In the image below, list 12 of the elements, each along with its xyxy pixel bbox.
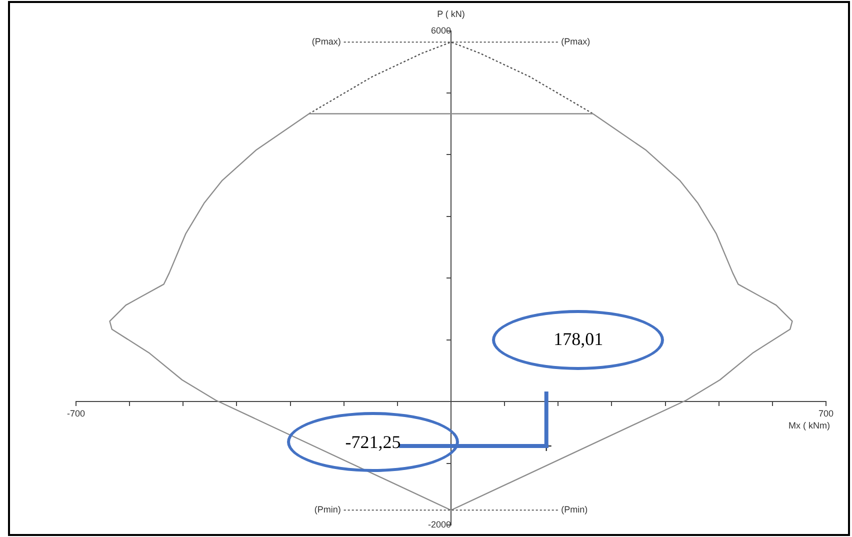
y-tick-label: -2000 xyxy=(428,519,451,530)
ref-line-label: -721,25 xyxy=(287,412,459,472)
x-tick-label: -700 xyxy=(66,408,86,418)
x-axis-title: Mx ( kNm) xyxy=(788,420,830,430)
y-axis-title: P ( kN) xyxy=(437,8,465,19)
text: (Pmin) xyxy=(561,504,588,515)
y-tick-label: 6000 xyxy=(430,25,451,36)
text: (Pmax) xyxy=(561,36,590,47)
x-tick-label: 700 xyxy=(818,408,834,418)
ref-line-label: 178,01 xyxy=(492,310,664,370)
ref-line-label: (Pmin) xyxy=(314,504,341,515)
ref-line-label: (Pmax) xyxy=(312,36,341,47)
